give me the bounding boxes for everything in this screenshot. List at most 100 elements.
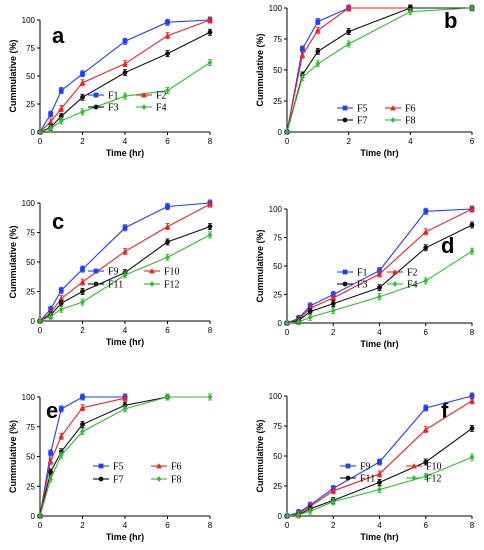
series-F9 [37, 199, 213, 324]
y-axis-title: Cummulative (%) [8, 39, 18, 112]
x-tick-label: 2 [331, 328, 336, 337]
x-tick-label: 0 [285, 328, 290, 337]
x-tick-label: 4 [377, 328, 382, 337]
x-tick-label: 2 [80, 326, 85, 335]
legend: F1 F2 F3 F4 [88, 91, 167, 114]
data-point-diamond [469, 248, 475, 255]
data-point-circle [407, 5, 413, 11]
y-tick-label: 50 [26, 258, 35, 267]
data-point-triangle [79, 79, 86, 86]
y-tick-label: 100 [269, 392, 283, 401]
data-point-triangle [314, 27, 321, 33]
y-tick-label: 0 [278, 512, 283, 521]
data-point-circle [98, 476, 104, 482]
data-point-square [315, 19, 321, 25]
y-axis-title: Cummulative (%) [255, 229, 265, 302]
y-tick-label: 50 [26, 72, 35, 81]
data-point-square [469, 393, 475, 399]
data-point-triangle [58, 105, 65, 111]
legend-label: F12 [426, 474, 442, 485]
data-point-square [377, 459, 382, 465]
y-tick-label: 50 [273, 66, 282, 75]
x-tick-label: 2 [346, 137, 351, 146]
data-point-triangle [122, 60, 128, 67]
data-point-square [165, 19, 170, 25]
data-point-triangle [207, 17, 213, 23]
data-point-diamond [423, 277, 429, 284]
data-point-circle [377, 285, 382, 291]
series-line [39, 396, 168, 517]
series-F12 [37, 231, 213, 324]
x-tick-label: 6 [165, 521, 170, 530]
data-point-square [122, 225, 128, 231]
y-tick-label: 0 [278, 128, 283, 137]
panel-letter: b [444, 8, 457, 33]
data-point-square [93, 268, 99, 274]
data-point-circle [307, 309, 313, 314]
series-F4 [37, 59, 213, 135]
legend-label: F9 [360, 462, 371, 473]
data-point-diamond [122, 406, 128, 412]
x-tick-label: 0 [38, 521, 43, 530]
data-point-circle [207, 29, 213, 35]
data-point-circle [315, 49, 321, 54]
chart-panel-c: 0 25 50 75 100 0 2 4 6 8 Time (hr) Cummulative (%) c… [8, 199, 213, 347]
data-point-diamond [165, 87, 170, 94]
chart-panel-b: 0 25 50 75 100 0 2 4 6 Time (hr) Cummulative (%) b F… [255, 4, 475, 158]
series-line [39, 396, 210, 517]
data-point-triangle [392, 269, 398, 275]
legend: F1 F2 F3 F4 [337, 268, 418, 291]
data-point-diamond [390, 117, 396, 123]
data-point-diamond [165, 254, 170, 261]
data-point-circle [58, 449, 64, 455]
panel-letter: e [46, 398, 58, 423]
legend: F9 F10 F11 F12 [340, 462, 442, 485]
legend-label: F1 [108, 91, 119, 102]
data-point-square [93, 92, 99, 98]
data-point-triangle [164, 223, 171, 229]
y-tick-label: 75 [26, 44, 35, 53]
series-F12 [284, 453, 475, 519]
data-point-triangle [122, 248, 128, 254]
series-F8 [284, 4, 475, 135]
series-F2 [284, 205, 475, 326]
data-point-diamond [207, 59, 213, 66]
data-point-diamond [469, 454, 475, 461]
data-point-diamond [149, 281, 155, 287]
legend-label: F3 [108, 103, 119, 114]
data-point-circle [80, 421, 85, 427]
data-point-circle [80, 289, 85, 294]
data-point-circle [342, 117, 348, 123]
x-tick-label: 6 [424, 521, 429, 530]
data-point-square [165, 204, 170, 209]
data-point-diamond [284, 129, 290, 135]
y-tick-label: 25 [273, 482, 282, 491]
data-point-diamond [284, 320, 290, 326]
legend: F9 F10 F11 F12 [88, 267, 180, 291]
data-point-triangle [376, 471, 383, 477]
y-tick-label: 75 [26, 229, 35, 238]
data-point-diamond [37, 513, 43, 519]
data-point-diamond [284, 513, 290, 519]
data-point-diamond [423, 473, 429, 480]
x-tick-label: 8 [208, 326, 213, 335]
y-tick-label: 100 [269, 4, 283, 13]
x-tick-label: 6 [470, 137, 475, 146]
data-point-circle [48, 469, 54, 475]
data-point-diamond [156, 476, 162, 482]
panel-letter: a [52, 23, 65, 48]
x-axis-title: Time (hr) [360, 339, 398, 349]
data-point-triangle [79, 279, 86, 285]
data-point-square [342, 105, 348, 111]
data-point-circle [469, 426, 475, 431]
data-point-diamond [165, 394, 170, 400]
data-point-triangle [207, 201, 213, 207]
data-point-diamond [377, 486, 382, 493]
x-axis-title: Time (hr) [106, 337, 144, 347]
y-tick-label: 100 [269, 205, 283, 214]
x-tick-label: 0 [38, 326, 43, 335]
y-tick-label: 75 [273, 234, 282, 243]
